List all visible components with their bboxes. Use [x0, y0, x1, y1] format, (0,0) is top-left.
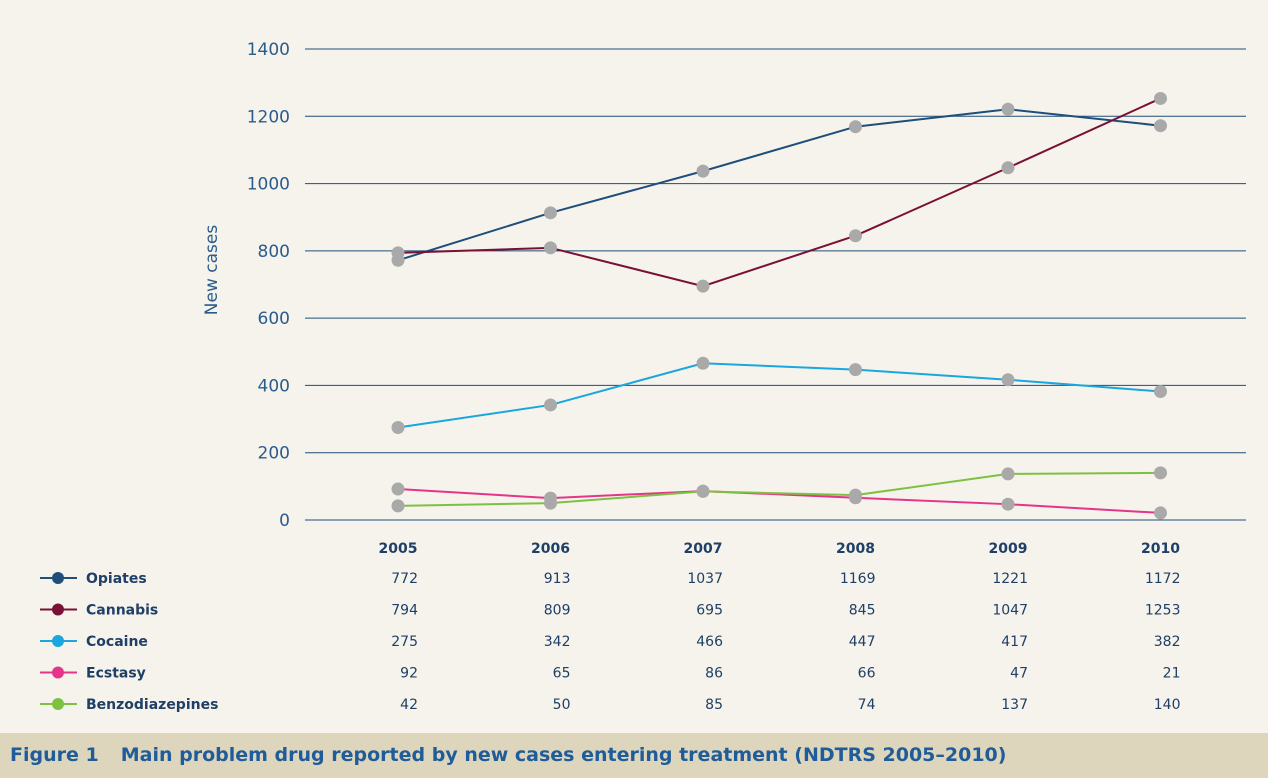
data-point	[849, 363, 862, 377]
category-label: 2005	[379, 541, 418, 557]
data-point	[696, 279, 710, 293]
data-label: 85	[705, 697, 723, 713]
series-line	[397, 488, 1161, 514]
data-label: 382	[1154, 634, 1181, 650]
data-label: 1221	[992, 571, 1028, 587]
data-label: 845	[849, 603, 876, 619]
legend-marker	[52, 666, 64, 679]
series-line	[397, 97, 1161, 288]
data-point	[544, 398, 557, 412]
legend-series-name: Opiates	[86, 571, 147, 587]
data-label: 447	[849, 634, 876, 650]
data-label: 92	[400, 666, 418, 682]
data-label: 140	[1154, 697, 1181, 713]
legend-marker	[52, 698, 64, 710]
data-point	[1154, 91, 1167, 105]
data-label: 50	[553, 697, 571, 713]
y-tick-label: 400	[258, 376, 290, 396]
data-label: 66	[858, 666, 876, 682]
data-point	[544, 241, 557, 255]
series-line	[397, 362, 1161, 429]
data-label: 794	[391, 603, 418, 619]
y-tick-label: 1400	[247, 40, 290, 60]
figure-number: Figure 1	[10, 744, 99, 766]
data-point	[391, 420, 405, 434]
data-point	[1001, 102, 1015, 116]
data-label: 74	[858, 697, 876, 713]
y-axis-title: New cases	[202, 225, 222, 316]
data-point	[1001, 161, 1015, 175]
category-label: 2006	[531, 541, 570, 557]
y-tick-label: 800	[258, 242, 290, 262]
y-tick-label: 200	[258, 444, 290, 464]
data-point	[696, 484, 710, 498]
data-label: 137	[1001, 697, 1028, 713]
data-point	[849, 488, 862, 502]
data-label: 417	[1001, 634, 1028, 650]
data-label: 1037	[687, 571, 723, 587]
y-tick-label: 1200	[247, 107, 290, 127]
line-chart: 0 200 400 600 800 1000 1200 1400 New cases 2005 20…	[40, 40, 1246, 713]
data-label: 342	[544, 634, 571, 650]
y-tick-label: 1000	[247, 175, 290, 195]
legend-series-name: Cocaine	[86, 634, 148, 650]
data-point	[391, 246, 405, 260]
series-line	[397, 108, 1161, 262]
data-label: 65	[553, 666, 571, 682]
legend-series-name: Ecstasy	[86, 666, 146, 682]
y-tick-label: 600	[258, 309, 290, 329]
legend-marker	[52, 603, 64, 616]
category-label: 2009	[989, 541, 1028, 557]
data-point	[1154, 384, 1167, 398]
data-label: 695	[696, 603, 723, 619]
category-label: 2007	[684, 541, 723, 557]
data-label: 1169	[840, 571, 876, 587]
figure-caption: Figure 1 Main problem drug reported by ne…	[10, 733, 1006, 778]
legend-series-name: Cannabis	[86, 603, 158, 619]
category-label: 2010	[1141, 541, 1180, 557]
data-point	[1154, 119, 1167, 133]
data-label: 1253	[1145, 603, 1181, 619]
data-point	[1001, 467, 1015, 481]
data-point	[1001, 373, 1015, 387]
data-label: 466	[696, 634, 723, 650]
data-point	[696, 356, 710, 370]
y-tick-label: 0	[279, 511, 290, 531]
category-label: 2008	[836, 541, 875, 557]
data-point	[849, 120, 862, 134]
data-point	[849, 229, 862, 243]
data-label: 809	[544, 603, 571, 619]
data-label: 86	[705, 666, 723, 682]
series-line	[397, 471, 1161, 507]
data-label: 772	[391, 571, 418, 587]
data-point	[1001, 497, 1015, 511]
data-point	[391, 482, 405, 496]
data-label: 275	[391, 634, 418, 650]
data-label: 21	[1163, 666, 1181, 682]
chart-panel: 0 200 400 600 800 1000 1200 1400 New cases 2005 20…	[40, 40, 1246, 713]
data-label: 42	[400, 697, 418, 713]
data-label: 1172	[1145, 571, 1181, 587]
legend-marker	[52, 572, 64, 584]
figure-caption-bar: Figure 1 Main problem drug reported by ne…	[0, 733, 1268, 778]
figure-title: Main problem drug reported by new cases …	[120, 744, 1007, 766]
data-point	[1154, 466, 1167, 480]
data-point	[544, 206, 557, 220]
data-point	[391, 499, 405, 513]
data-point	[696, 164, 710, 178]
data-label: 1047	[992, 603, 1028, 619]
data-label: 913	[544, 571, 571, 587]
data-point	[544, 496, 557, 510]
data-label: 47	[1010, 666, 1028, 682]
legend-series-name: Benzodiazepines	[86, 697, 218, 713]
data-point	[1154, 506, 1167, 520]
legend-marker	[52, 635, 64, 647]
